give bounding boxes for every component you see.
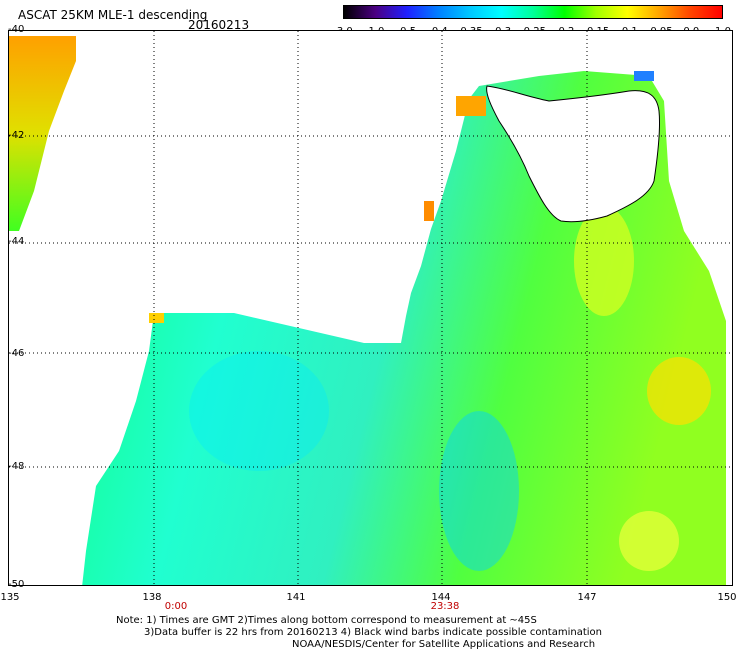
lon-label: 147 [577,592,597,603]
tasmania-coastline [486,85,661,223]
note-line-3: NOAA/NESDIS/Center for Satellite Applica… [292,639,596,650]
lon-label: 150 [717,592,737,603]
swath-patch [149,313,164,323]
swath-northwest [9,36,76,231]
note-line-1: Note: 1) Times are GMT 2)Times along bot… [116,615,537,626]
swath-patch [574,206,634,316]
product-date: 20160213 [188,18,250,32]
swath-patch [424,201,434,221]
lat-label: -48 [8,461,25,472]
time-label: 23:38 [430,601,460,612]
lon-label: 135 [0,592,20,603]
product-title: ASCAT 25KM MLE-1 descending [18,8,208,22]
swath-patch [439,411,519,571]
lon-label: 144 [431,592,451,603]
lon-label: 138 [142,592,162,603]
note-line-2: 3)Data buffer is 22 hrs from 20160213 4)… [144,627,602,638]
swath-patch [647,357,711,425]
lat-label: -46 [8,348,25,359]
colorbar [343,5,723,19]
lat-label: -40 [8,24,25,35]
swath-patch [619,511,679,571]
map-panel [8,30,733,586]
swath-patch [634,71,654,81]
lat-label: -42 [8,130,25,141]
lat-label: -50 [8,579,25,590]
swath-patch [189,351,329,471]
lon-label: 141 [286,592,306,603]
lat-label: -44 [8,236,25,247]
swath-patch [456,96,486,116]
time-label: 0:00 [164,601,188,612]
